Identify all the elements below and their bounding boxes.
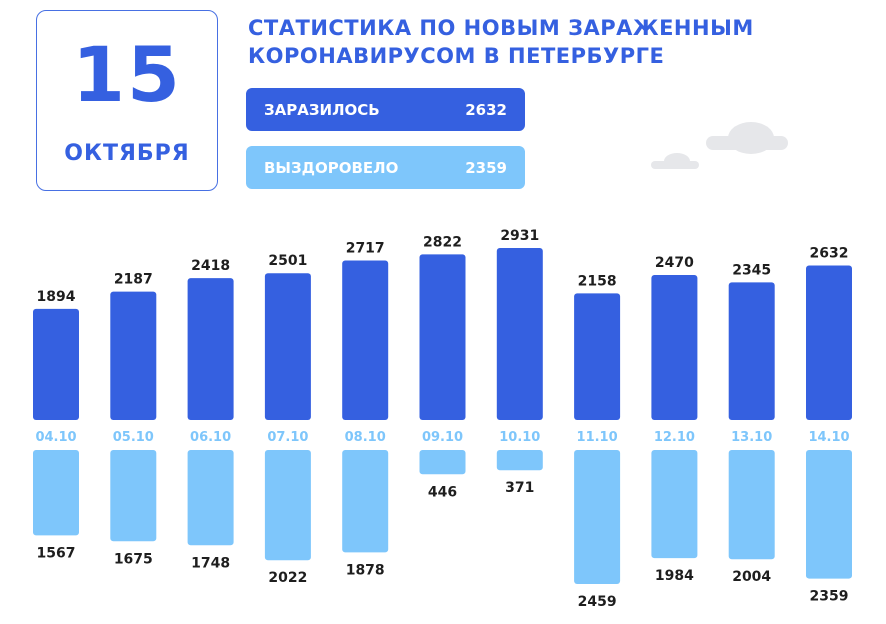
recovered-bar — [110, 450, 157, 542]
infected-value-label: 2632 — [810, 246, 849, 262]
infected-value-label: 2187 — [114, 272, 153, 288]
recovered-bar — [651, 450, 698, 559]
infected-bar — [187, 278, 234, 420]
infected-value-label: 2158 — [578, 273, 617, 289]
infected-value-label: 2501 — [268, 253, 307, 269]
infected-bar — [419, 254, 466, 420]
recovered-bar — [496, 450, 543, 471]
recovered-bar — [419, 450, 466, 475]
infected-value-label: 2470 — [655, 255, 694, 271]
date-tick-label: 07.10 — [267, 430, 308, 445]
infected-bar — [33, 308, 79, 420]
infected-value-label: 2822 — [423, 234, 462, 250]
date-tick-label: 14.10 — [808, 430, 849, 445]
recovered-value-label: 2459 — [578, 594, 617, 610]
recovered-bar — [806, 450, 852, 579]
recovered-label: ВЫЗДОРОВЕЛО — [264, 158, 399, 177]
recovered-value-label: 2004 — [732, 569, 771, 585]
infected-label: ЗАРАЗИЛОСЬ — [264, 100, 380, 119]
date-tick-label: 13.10 — [731, 430, 772, 445]
recovered-bar — [187, 450, 234, 546]
recovered-value-label: 1878 — [346, 562, 385, 578]
infected-value-label: 2345 — [732, 262, 771, 278]
recovered-value-label: 1984 — [655, 568, 694, 584]
date-month: ОКТЯБРЯ — [64, 141, 190, 166]
infected-bar — [496, 247, 543, 420]
infected-value-label: 2418 — [191, 258, 230, 274]
infected-value: 2632 — [465, 100, 507, 119]
recovered-value-label: 1748 — [191, 555, 230, 571]
date-day: 15 — [72, 30, 182, 119]
infected-bar — [728, 282, 775, 420]
infected-bar — [651, 275, 698, 420]
date-tick-label: 08.10 — [345, 430, 386, 445]
recovered-bar — [342, 450, 389, 553]
recovered-bar — [264, 450, 311, 561]
infected-value-label: 2931 — [500, 228, 539, 244]
infected-value-label: 1894 — [37, 289, 76, 305]
recovered-bar — [33, 450, 79, 536]
recovered-value-label: 446 — [428, 484, 457, 500]
recovered-value-label: 1567 — [37, 545, 76, 561]
date-tick-label: 11.10 — [577, 430, 618, 445]
recovered-value-label: 1675 — [114, 551, 153, 567]
recovered-value: 2359 — [465, 158, 507, 177]
infected-value-label: 2717 — [346, 241, 385, 257]
recovered-summary: ВЫЗДОРОВЕЛО 2359 — [246, 146, 525, 189]
date-tick-label: 09.10 — [422, 430, 463, 445]
page-title: СТАТИСТИКА ПО НОВЫМ ЗАРАЖЕННЫМ КОРОНАВИР… — [248, 16, 754, 68]
date-tick-label: 06.10 — [190, 430, 231, 445]
date-tick-label: 10.10 — [499, 430, 540, 445]
infected-bar — [264, 273, 311, 420]
infected-bar — [806, 265, 852, 420]
date-tick-label: 04.10 — [35, 430, 76, 445]
recovered-value-label: 371 — [505, 480, 534, 496]
date-tick-label: 12.10 — [654, 430, 695, 445]
infected-bar — [342, 260, 389, 420]
date-box: 15 ОКТЯБРЯ — [36, 10, 218, 191]
date-tick-label: 05.10 — [113, 430, 154, 445]
infected-bar — [574, 293, 621, 420]
infected-summary: ЗАРАЗИЛОСЬ 2632 — [246, 88, 525, 131]
recovered-bar — [728, 450, 775, 560]
recovered-value-label: 2359 — [810, 589, 849, 605]
recovered-value-label: 2022 — [268, 570, 307, 586]
recovered-bar — [574, 450, 621, 585]
infected-bar — [110, 291, 157, 420]
